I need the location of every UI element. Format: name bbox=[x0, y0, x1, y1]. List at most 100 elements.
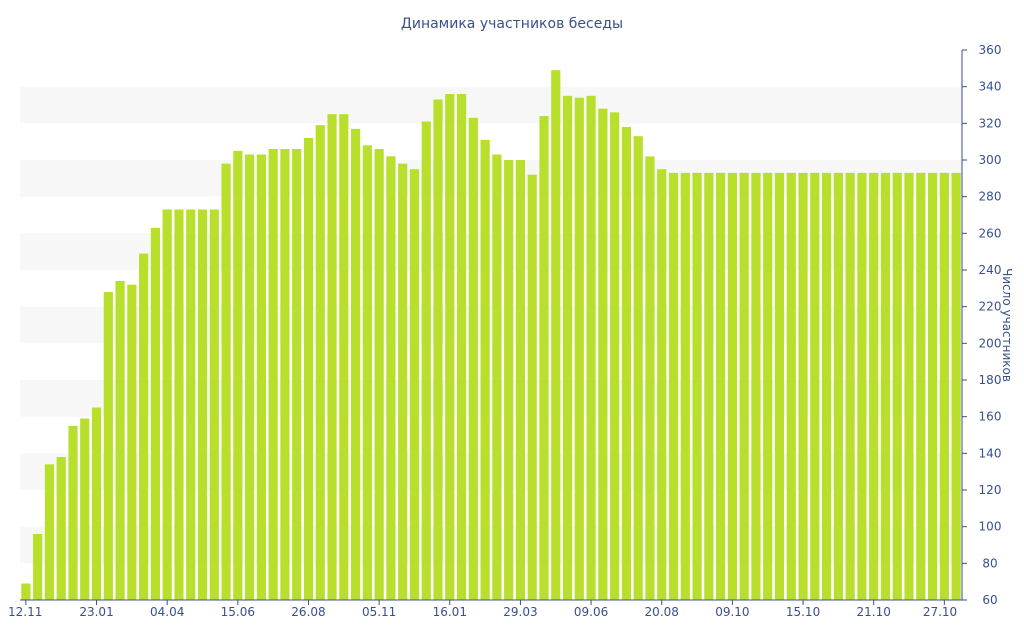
bar bbox=[751, 172, 761, 600]
bar bbox=[480, 139, 490, 600]
bar bbox=[68, 425, 78, 600]
bar bbox=[409, 169, 420, 601]
grid-band bbox=[20, 233, 962, 270]
grid-bands bbox=[20, 86, 962, 564]
bar bbox=[162, 209, 172, 600]
bar bbox=[833, 172, 843, 600]
y-tick-label: 180 bbox=[979, 373, 1002, 387]
grid-band bbox=[20, 160, 962, 197]
y-tick-label: 100 bbox=[979, 520, 1002, 534]
bar bbox=[468, 117, 478, 600]
y-tick-label: 140 bbox=[979, 446, 1002, 460]
bar bbox=[798, 172, 808, 600]
bar bbox=[786, 172, 796, 600]
bar bbox=[197, 209, 208, 600]
bar bbox=[927, 172, 938, 600]
bar bbox=[374, 149, 384, 600]
y-tick-label: 80 bbox=[982, 556, 997, 570]
y-axis-label: Число участников bbox=[1000, 268, 1014, 382]
bar bbox=[456, 94, 467, 600]
bar bbox=[139, 253, 149, 600]
x-tick-label: 16.01 bbox=[433, 605, 467, 619]
bar bbox=[386, 156, 396, 600]
bar bbox=[256, 154, 266, 600]
bar bbox=[221, 163, 231, 601]
bar bbox=[351, 128, 361, 600]
grid-band bbox=[20, 526, 962, 564]
grid-band bbox=[20, 453, 962, 490]
bar bbox=[880, 172, 891, 600]
y-tick-label: 360 bbox=[979, 43, 1002, 57]
chart-title: Динамика участников беседы bbox=[401, 16, 623, 32]
bar bbox=[551, 70, 561, 601]
x-tick-label: 29.03 bbox=[503, 605, 537, 619]
y-tick-label: 300 bbox=[979, 153, 1002, 167]
bar bbox=[268, 149, 278, 600]
y-tick-label: 260 bbox=[979, 226, 1002, 240]
bar bbox=[869, 172, 879, 600]
bar bbox=[598, 108, 608, 601]
bar bbox=[174, 209, 184, 600]
bar bbox=[668, 172, 679, 600]
y-axis-ticks: 60 80 100 120 140 160 180 200 220 240 260 280 300 320… bbox=[962, 43, 1001, 607]
bar bbox=[292, 149, 302, 600]
bar bbox=[527, 174, 537, 601]
bar bbox=[633, 136, 643, 601]
x-tick-label: 09.06 bbox=[574, 605, 608, 619]
grid-band bbox=[20, 306, 962, 344]
bar bbox=[822, 172, 832, 600]
bar bbox=[810, 172, 820, 600]
bar bbox=[186, 209, 196, 600]
bar bbox=[939, 172, 949, 600]
x-tick-label: 12.11 bbox=[8, 605, 42, 619]
bar bbox=[680, 172, 690, 600]
x-tick-label: 15.10 bbox=[786, 605, 820, 619]
x-tick-label: 05.11 bbox=[362, 605, 396, 619]
bar bbox=[327, 114, 337, 601]
y-tick-label: 200 bbox=[979, 336, 1002, 350]
bar bbox=[315, 125, 325, 601]
bar bbox=[209, 209, 219, 600]
bar bbox=[445, 94, 455, 600]
bar bbox=[704, 172, 714, 600]
y-tick-label: 220 bbox=[979, 300, 1002, 314]
bar bbox=[574, 97, 584, 601]
bar bbox=[904, 172, 914, 600]
y-tick-label: 60 bbox=[982, 593, 997, 607]
bar bbox=[727, 172, 737, 600]
bar bbox=[657, 169, 667, 601]
grid-band bbox=[20, 86, 962, 124]
x-tick-label: 09.10 bbox=[715, 605, 749, 619]
y-tick-label: 320 bbox=[979, 116, 1002, 130]
bar bbox=[127, 284, 137, 600]
bar bbox=[280, 149, 290, 600]
bar bbox=[421, 121, 431, 600]
bar bbox=[398, 163, 408, 601]
bar bbox=[362, 145, 372, 600]
bar bbox=[562, 95, 573, 600]
bar bbox=[91, 407, 102, 600]
bar bbox=[80, 418, 90, 600]
bar bbox=[115, 281, 125, 600]
bar bbox=[645, 156, 655, 600]
bar bbox=[763, 172, 773, 600]
bar bbox=[692, 172, 702, 600]
bars bbox=[21, 70, 961, 601]
bar bbox=[492, 154, 502, 600]
x-tick-label: 27.10 bbox=[923, 605, 957, 619]
bar bbox=[44, 464, 55, 600]
bar bbox=[739, 172, 749, 600]
bar bbox=[845, 172, 855, 600]
bar bbox=[56, 457, 66, 600]
bar bbox=[233, 150, 243, 600]
x-tick-label: 23.01 bbox=[79, 605, 113, 619]
bar bbox=[150, 227, 160, 600]
y-tick-label: 120 bbox=[979, 483, 1002, 497]
bar bbox=[621, 127, 631, 600]
y-tick-label: 160 bbox=[979, 410, 1002, 424]
bar bbox=[916, 172, 926, 600]
bar bbox=[33, 534, 43, 600]
bar bbox=[515, 160, 526, 600]
y-tick-label: 280 bbox=[979, 190, 1002, 204]
